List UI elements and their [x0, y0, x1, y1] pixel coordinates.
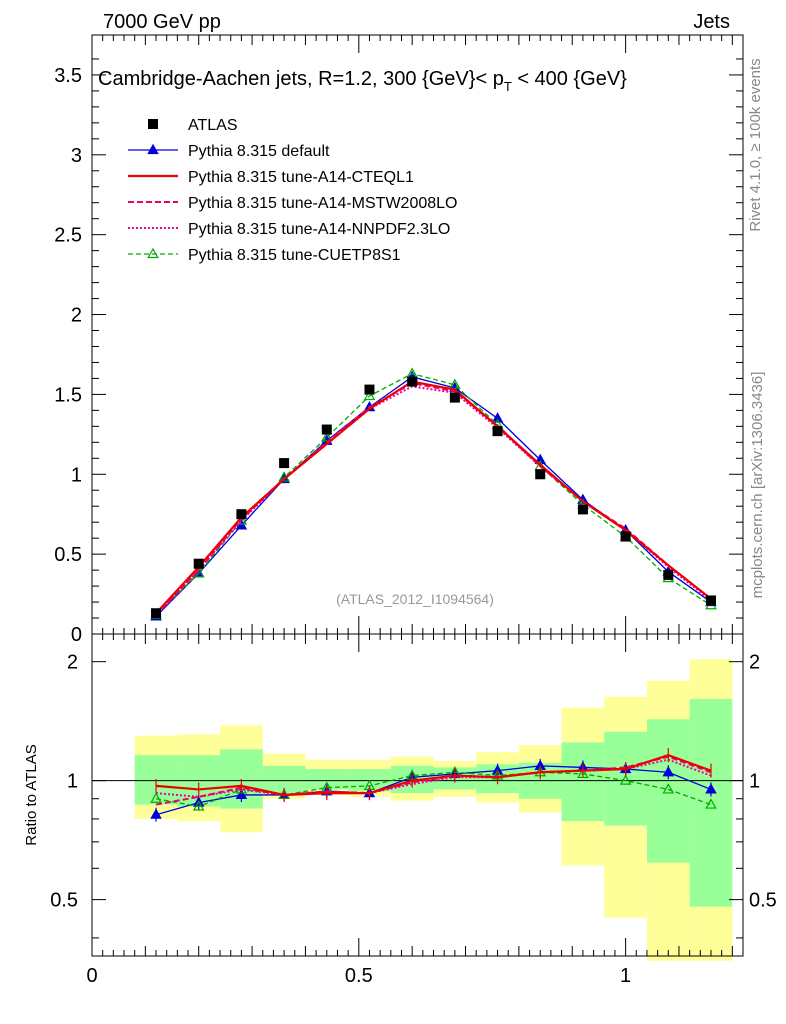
series-line-nnpdf	[155, 385, 712, 616]
main-y-tick-label: 3	[71, 145, 82, 167]
ratio-panel-frame	[91, 633, 744, 957]
ratio-marker-default	[150, 808, 162, 819]
legend-label-nnpdf: Pythia 8.315 tune-A14-NNPDF2.3LO	[188, 221, 450, 238]
analysis-watermark: (ATLAS_2012_I1094564)	[336, 591, 494, 607]
ratio-marker-cuetp8s1	[619, 774, 632, 785]
legend-label-atlas: ATLAS	[188, 117, 238, 134]
ratio-band-green	[689, 698, 733, 907]
mcplots-reference-label: mcplots.cern.ch [arXiv:1306.3436]	[749, 372, 766, 599]
ratio-marker-default	[662, 766, 675, 777]
legend-label-default: Pythia 8.315 default	[188, 143, 330, 160]
ratio-y-tick-label-right: 1	[749, 771, 760, 793]
ratio-line-cteql1	[155, 754, 712, 797]
ratio-marker-default	[705, 783, 717, 794]
atlas-data-point	[236, 509, 247, 520]
ratio-x-tick-label: 0.5	[345, 965, 373, 987]
ratio-marker-default	[235, 788, 248, 800]
ratio-marker-cuetp8s1	[150, 792, 162, 803]
series-line-cuetp8s1	[155, 372, 712, 616]
series-line-default	[155, 376, 712, 617]
atlas-data-point	[321, 424, 332, 435]
main-y-tick-label: 2	[71, 305, 82, 327]
plot-title: Cambridge-Aachen jets, R=1.2, 300 {GeV}<…	[98, 68, 627, 94]
atlas-data-point	[620, 531, 631, 542]
series-line-cteql1	[155, 380, 712, 614]
atlas-data-point	[407, 376, 418, 387]
atlas-data-point	[193, 558, 204, 569]
axis-ticks: 0 0.5 1 1.5 2 2.5 3 3.5 0 0.5 1 0.5 0.5 1 1 2 2	[50, 35, 777, 987]
series-line-mstw	[155, 382, 712, 616]
atlas-data-point	[577, 504, 588, 515]
plot-title-suffix: < 400 {GeV}	[512, 68, 627, 90]
legend-marker-atlas	[148, 119, 158, 129]
main-y-tick-label: 1	[71, 464, 82, 486]
main-y-tick-label: 3.5	[54, 65, 82, 87]
rivet-version-label: Rivet 4.1.0, ≥ 100k events	[747, 58, 764, 231]
atlas-data-point	[535, 469, 546, 480]
ratio-band-green	[604, 731, 647, 826]
main-y-tick-label: 1.5	[54, 384, 82, 406]
legend-label-cteql1: Pythia 8.315 tune-A14-CTEQL1	[188, 169, 414, 186]
atlas-data-point	[151, 608, 162, 619]
legend: ATLAS Pythia 8.315 default Pythia 8.315 tu…	[128, 117, 457, 264]
main-y-tick-label: 0	[71, 624, 82, 646]
ratio-panel-series	[150, 748, 717, 822]
atlas-data-point	[279, 458, 290, 469]
header-jets-label: Jets	[693, 11, 730, 33]
series-marker-default	[491, 412, 504, 423]
plot-title-subscript: T	[504, 79, 512, 94]
ratio-y-tick-label-right: 2	[749, 652, 760, 674]
legend-label-cuetp8s1: Pythia 8.315 tune-CUETP8S1	[188, 247, 401, 264]
ratio-marker-cuetp8s1	[662, 783, 675, 794]
plot-title-prefix: Cambridge-Aachen jets, R=1.2, 300 {GeV}<…	[98, 68, 504, 90]
atlas-data-point	[364, 384, 375, 395]
ratio-band-green	[646, 719, 690, 863]
ratio-uncertainty-bands	[134, 659, 733, 961]
series-marker-cuetp8s1	[449, 378, 461, 389]
legend-marker-default	[147, 143, 159, 155]
legend-label-mstw: Pythia 8.315 tune-A14-MSTW2008LO	[188, 195, 457, 212]
ratio-y-tick-label-left: 0.5	[50, 890, 78, 912]
ratio-x-tick-label: 0	[86, 965, 97, 987]
ratio-marker-cuetp8s1	[705, 798, 717, 809]
main-y-tick-label: 0.5	[54, 544, 82, 566]
ratio-axis-label: Ratio to ATLAS	[23, 744, 40, 845]
ratio-band-green	[561, 742, 605, 822]
legend-marker-cuetp8s1	[147, 247, 159, 259]
main-y-tick-label: 2.5	[54, 225, 82, 247]
atlas-data-point	[663, 569, 674, 580]
series-marker-cuetp8s1	[363, 389, 376, 401]
ratio-y-tick-label-right: 0.5	[749, 890, 777, 912]
header-collision-label: 7000 GeV pp	[103, 11, 221, 33]
atlas-data-point	[449, 392, 460, 403]
ratio-band-green	[305, 769, 349, 790]
main-panel-series	[150, 367, 717, 621]
ratio-marker-cuetp8s1	[192, 800, 205, 811]
atlas-data-point	[492, 426, 503, 437]
ratio-x-tick-label: 1	[620, 965, 631, 987]
ratio-y-tick-label-left: 2	[67, 652, 78, 674]
ratio-y-tick-label-left: 1	[67, 771, 78, 793]
atlas-data-point	[705, 595, 716, 606]
